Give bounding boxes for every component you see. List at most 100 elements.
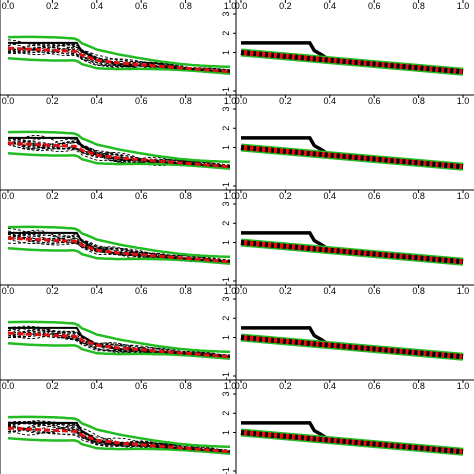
y-tick-label: 3 [221,106,231,111]
band-lower-line [7,437,231,455]
mean-line [240,145,464,170]
x-tick-label: 1.0 [224,381,237,391]
x-tick-label: 1.0 [224,1,237,11]
y-tick-label: 2 [221,126,231,131]
x-tick-label: 1.0 [457,1,470,11]
x-tick-label: 0.8 [179,381,192,391]
x-tick-label: 1.0 [457,96,470,106]
x-tick-label: 0.4 [91,381,104,391]
right-panel [240,136,464,171]
x-tick-label: 0.8 [412,1,425,11]
band-lower-line [7,342,231,360]
y-tick-label: 2 [221,316,231,321]
x-tick-label: 0.4 [324,191,337,201]
y-tick-label: 3 [221,296,231,301]
y-tick-label: -1 [221,182,231,190]
mean-line [240,335,464,360]
posterior-draw-line [7,327,231,359]
y-tick-label: 3 [221,201,231,206]
posterior-draw-line [7,232,230,262]
band-upper-line [8,35,231,69]
y-tick-label: -1 [221,87,231,95]
y-tick-label: -1 [221,277,231,285]
x-tick-label: 0.4 [91,286,104,296]
band-lower-line [7,57,231,75]
mean-line [240,50,464,75]
band-lower-line [7,152,231,170]
x-tick-label: 0.8 [179,96,192,106]
x-tick-label: 0.2 [46,286,59,296]
mean-line [7,141,231,169]
mean-line [7,236,231,264]
y-tick-label: 3 [221,391,231,396]
right-panel [240,41,464,76]
y-tick-label: -1 [221,467,231,474]
posterior-draw-line [7,232,231,264]
posterior-draw-line [7,235,231,261]
posterior-draw-line [240,240,464,265]
x-tick-label: 0.8 [179,1,192,11]
right-panel [240,231,464,266]
y-tick-label: -1 [221,372,231,380]
x-tick-label: 0.4 [91,191,104,201]
left-panel [7,130,231,170]
y-tick-label: 1 [221,145,231,150]
x-tick-label: 0.0 [2,191,15,201]
posterior-draw-line [7,42,231,72]
x-tick-label: 0.8 [412,286,425,296]
mean-line [240,240,464,265]
posterior-draw-line [8,137,231,168]
y-tick-label: 1 [221,335,231,340]
x-tick-label: 0.2 [279,286,292,296]
x-tick-label: 0.4 [324,381,337,391]
posterior-draw-line [7,425,231,453]
x-tick-label: 0.6 [368,191,381,201]
x-tick-label: 0.8 [412,381,425,391]
x-tick-label: 0.6 [135,1,148,11]
x-tick-label: 0.8 [412,191,425,201]
y-tick-label: 1 [221,240,231,245]
y-tick-label: 3 [221,11,231,16]
right-panel [240,326,464,361]
band-upper-line [8,225,231,259]
x-tick-label: 0.0 [2,381,15,391]
x-tick-label: 1.0 [457,381,470,391]
posterior-draw-line [7,48,231,72]
x-tick-label: 1.0 [224,191,237,201]
posterior-draw-line [240,335,464,360]
x-tick-label: 0.2 [46,1,59,11]
x-tick-label: 0.4 [324,286,337,296]
posterior-draw-line [7,141,231,167]
x-tick-label: 0.6 [368,286,381,296]
mean-line [240,430,464,455]
x-tick-label: 1.0 [224,286,237,296]
x-tick-label: 0.2 [279,1,292,11]
mean-line [7,331,231,359]
x-tick-label: 0.2 [46,96,59,106]
y-tick-label: 2 [221,31,231,36]
x-tick-label: 1.0 [224,96,237,106]
x-tick-label: 0.6 [135,96,148,106]
y-tick-label: 1 [221,430,231,435]
x-tick-label: 0.0 [235,1,248,11]
posterior-draw-line [7,330,231,358]
x-tick-label: 0.8 [412,96,425,106]
x-tick-label: 0.8 [179,191,192,201]
x-tick-label: 0.6 [368,381,381,391]
posterior-draw-line [7,326,231,357]
left-panel [7,415,231,455]
x-tick-label: 0.2 [279,96,292,106]
x-tick-label: 1.0 [457,286,470,296]
x-tick-label: 0.0 [2,96,15,106]
mean-line [7,46,231,74]
band-upper-line [8,130,231,164]
posterior-draw-line [7,135,231,169]
x-tick-label: 0.0 [235,286,248,296]
x-tick-label: 0.0 [235,96,248,106]
x-tick-label: 0.4 [91,1,104,11]
band-upper-line [8,320,231,354]
left-panel [7,320,231,360]
x-tick-label: 0.8 [179,286,192,296]
x-tick-label: 0.0 [235,191,248,201]
